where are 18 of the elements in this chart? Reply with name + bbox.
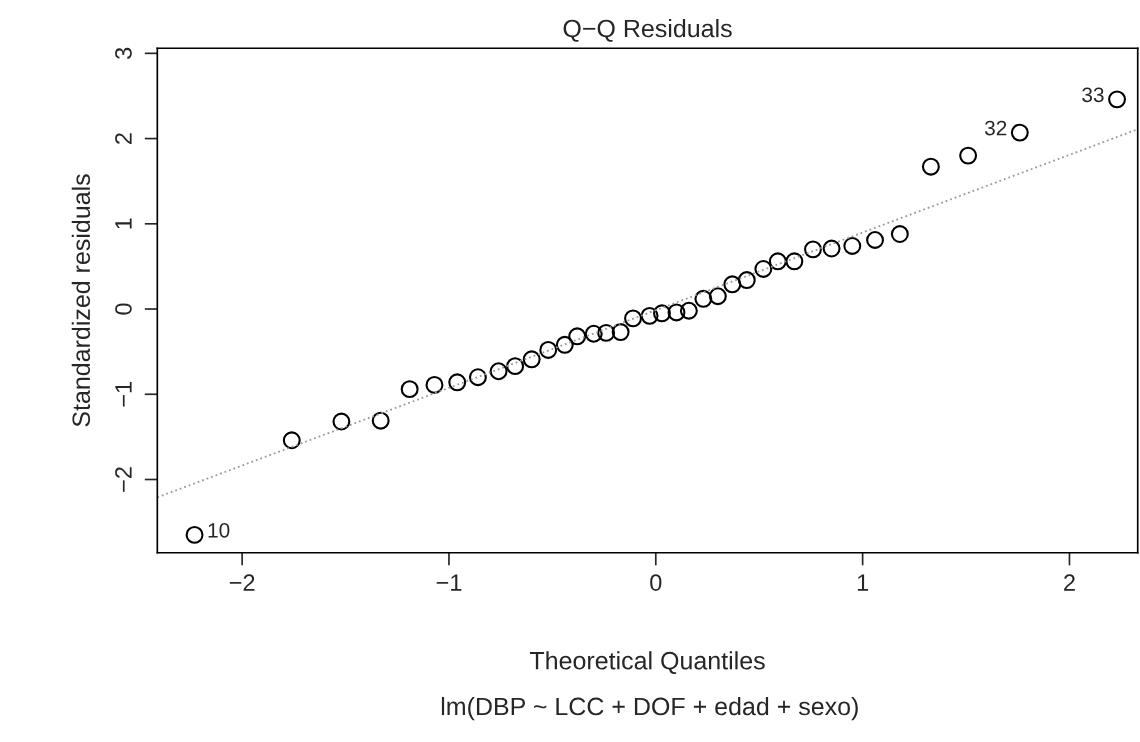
annotation: 32 — [984, 120, 1007, 136]
x-axis-title: Theoretical Quantiles — [529, 651, 765, 675]
annotation: 10 — [208, 522, 230, 538]
x-tick-label: −2 — [229, 574, 255, 591]
y-tick-label: 3 — [115, 47, 132, 60]
annotation: 33 — [1082, 87, 1104, 103]
text: lm(DBP ~ LCC + DOF + edad + sexo) — [441, 696, 858, 721]
y-axis-title: Standardized residuals — [71, 174, 91, 427]
chart-title: Q−Q Residuals — [563, 19, 732, 42]
x-tick-label: −1 — [436, 574, 462, 591]
x-tick-label: 1 — [857, 574, 869, 591]
y-tick-label: −2 — [115, 467, 132, 492]
x-tick-label: 2 — [1064, 574, 1075, 591]
y-tick-label: 2 — [115, 133, 132, 144]
x-tick-label: 0 — [650, 574, 662, 591]
y-tick-label: −1 — [115, 381, 132, 407]
y-tick-label: 0 — [115, 303, 132, 315]
y-tick-label: 1 — [115, 218, 132, 229]
